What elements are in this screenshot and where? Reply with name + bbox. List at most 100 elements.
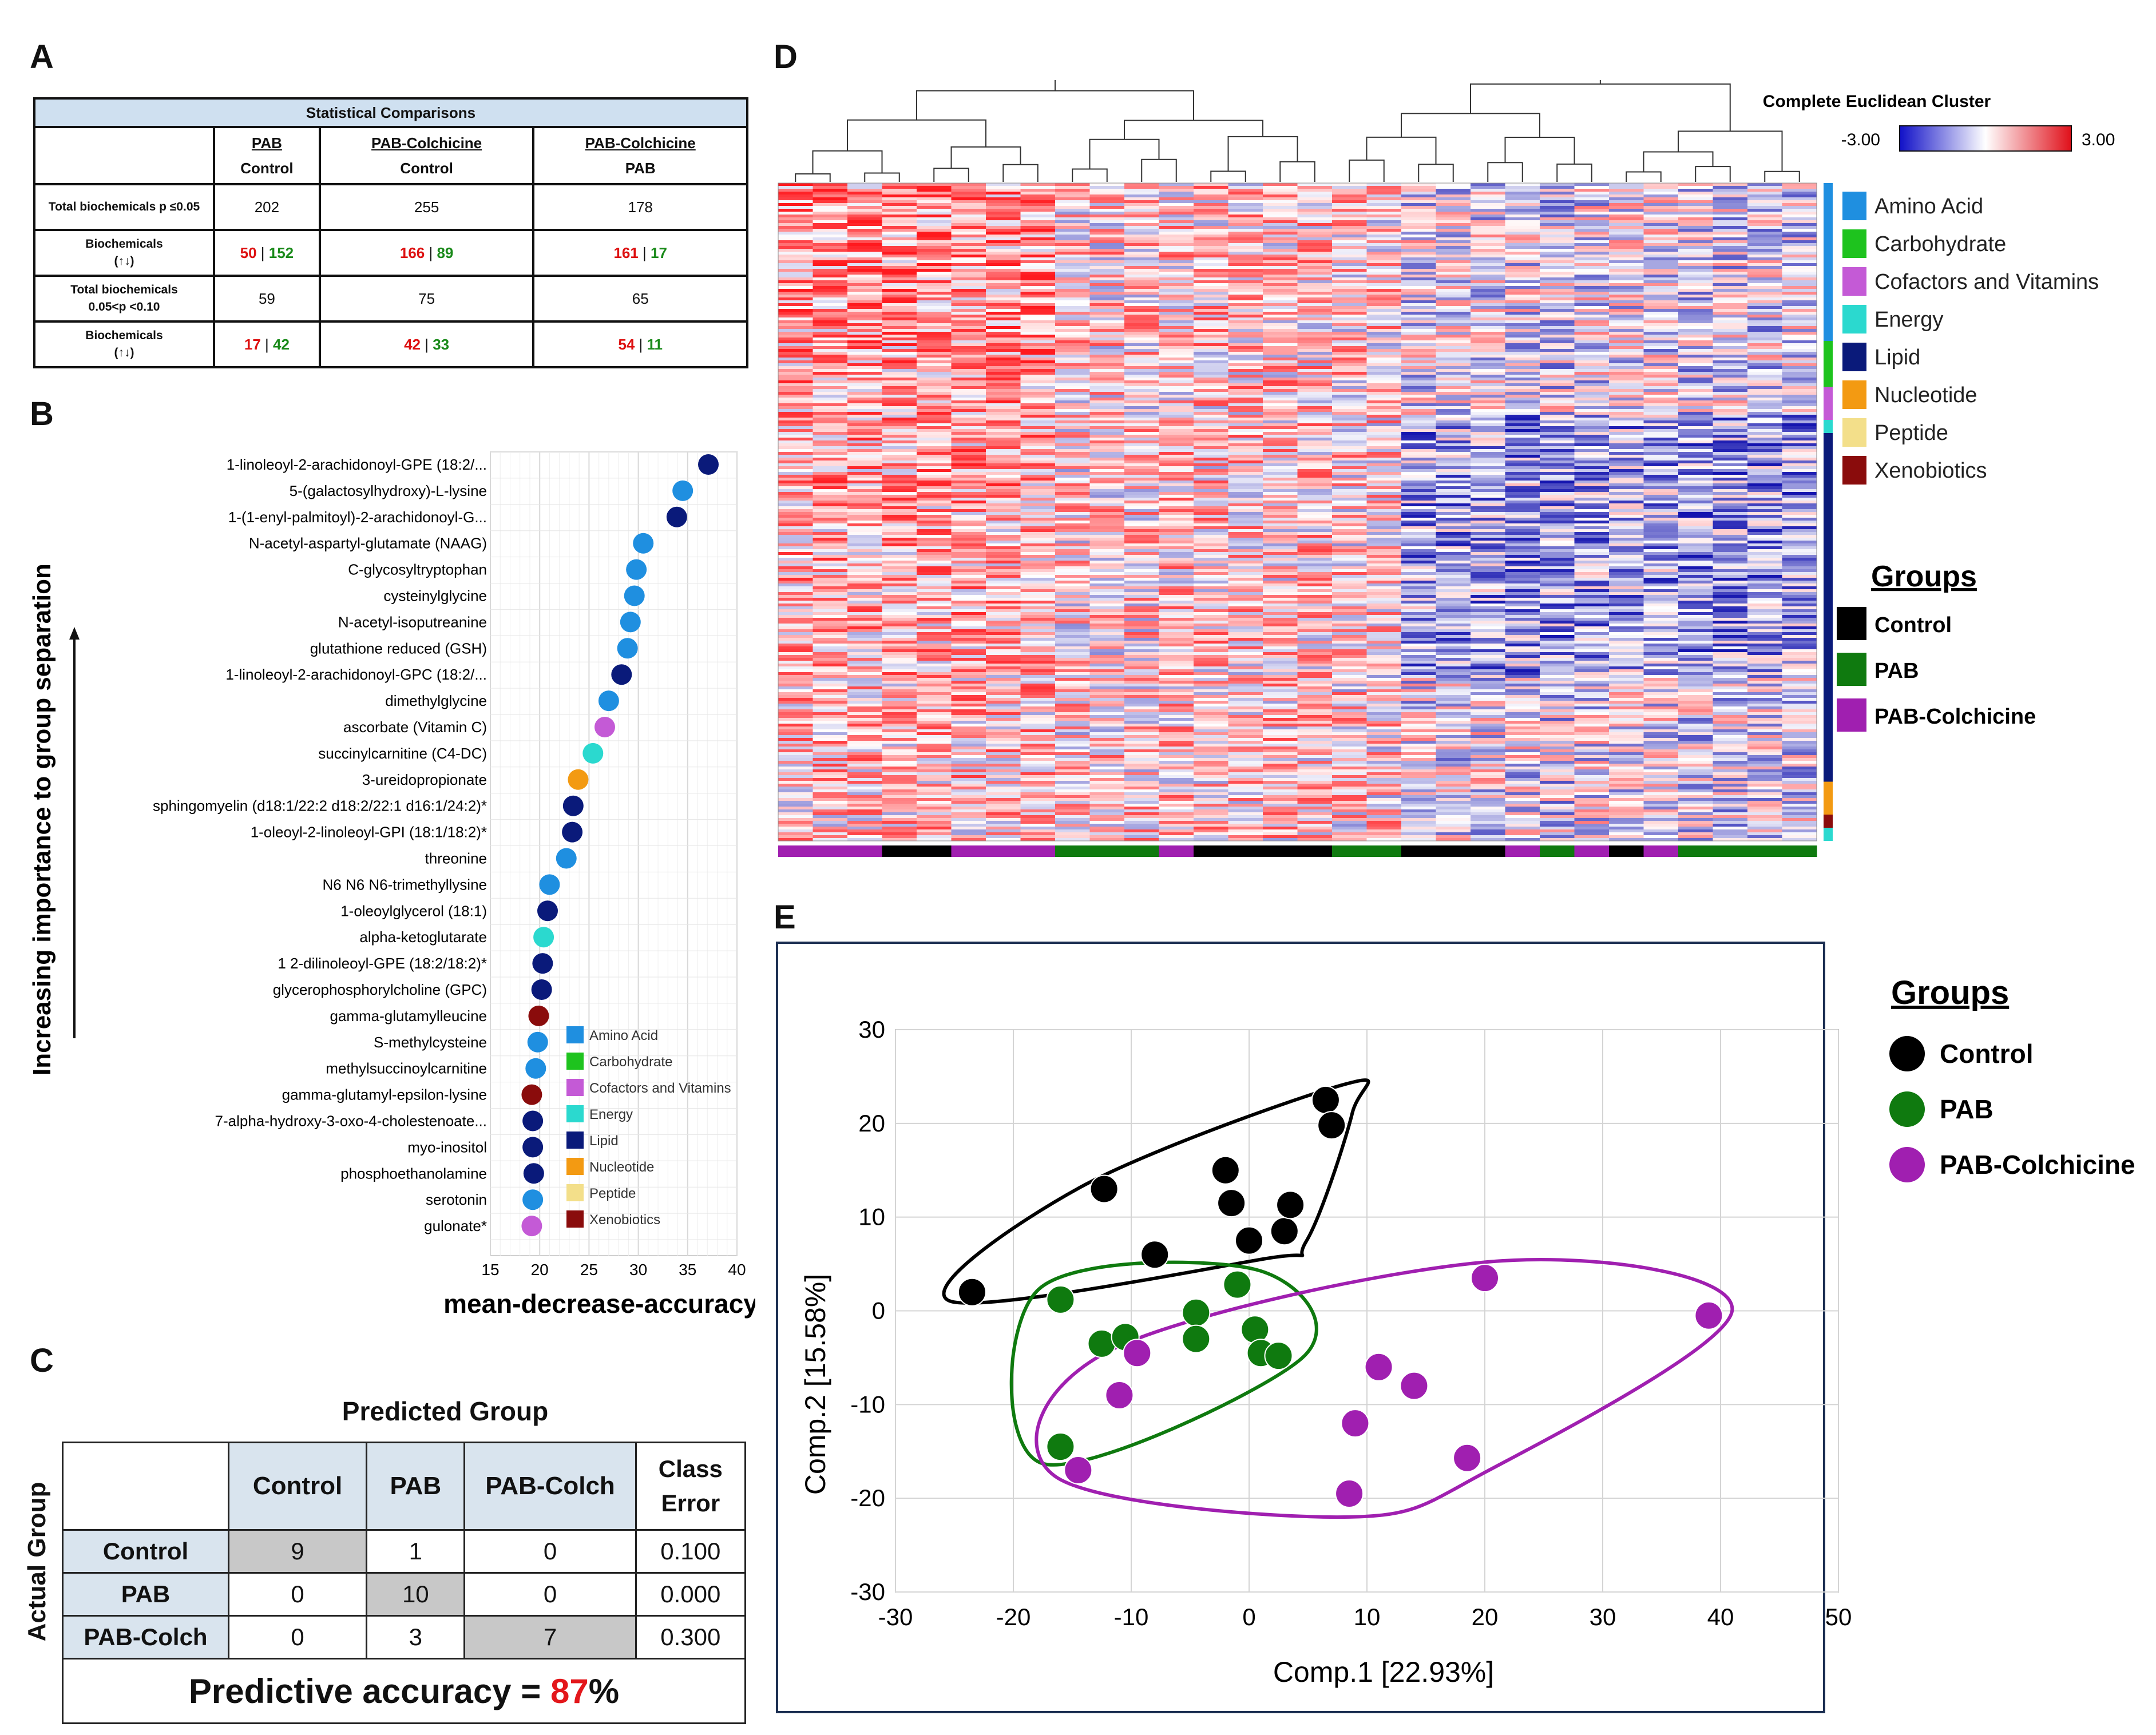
heatmap-cell xyxy=(1228,197,1263,201)
heatmap-cell xyxy=(1020,569,1056,573)
heatmap-cell xyxy=(951,335,986,338)
heatmap-cell xyxy=(1332,275,1368,278)
heatmap-cell xyxy=(1609,272,1644,275)
heatmap-cell xyxy=(1609,601,1644,604)
heatmap-cell xyxy=(1020,275,1056,278)
heatmap-cell xyxy=(1055,478,1091,481)
heatmap-cell xyxy=(1747,621,1783,624)
heatmap-cell xyxy=(951,549,986,553)
heatmap-cell xyxy=(951,569,986,573)
heatmap-cell xyxy=(1194,435,1229,438)
heatmap-cell xyxy=(1782,455,1817,458)
heatmap-cell xyxy=(1055,297,1091,301)
heatmap-cell xyxy=(1124,269,1160,272)
heatmap-cell xyxy=(1366,466,1402,470)
heatmap-cell xyxy=(1713,572,1748,575)
heatmap-cell xyxy=(1089,280,1125,284)
heatmap-cell xyxy=(986,240,1021,244)
heatmap-cell xyxy=(1159,598,1194,601)
heatmap-cell xyxy=(1401,415,1437,418)
heatmap-cell xyxy=(1505,632,1540,636)
heatmap-cell xyxy=(813,555,848,558)
heatmap-cell xyxy=(986,283,1021,287)
heatmap-cell xyxy=(1020,329,1056,332)
heatmap-cell xyxy=(1089,403,1125,407)
heatmap-cell xyxy=(1574,375,1610,378)
heatmap-cell xyxy=(951,561,986,564)
heatmap-cell xyxy=(1713,257,1748,261)
heatmap-cell xyxy=(1643,563,1679,567)
heatmap-cell xyxy=(1228,255,1263,258)
heatmap-cell xyxy=(813,192,848,195)
heatmap-cell xyxy=(1609,338,1644,341)
heatmap-cell xyxy=(847,366,883,370)
heatmap-cell xyxy=(1159,200,1194,204)
heatmap-cell xyxy=(1124,212,1160,215)
metabolite-label: 5-(galactosylhydroxy)-L-lysine xyxy=(290,482,487,499)
heatmap-cell xyxy=(1471,346,1506,350)
heatmap-cell xyxy=(813,406,848,410)
heatmap-cell xyxy=(951,601,986,604)
heatmap-cell xyxy=(1436,266,1471,269)
heatmap-cell xyxy=(1228,415,1263,418)
heatmap-cell xyxy=(1401,526,1437,530)
heatmap-cell xyxy=(1678,257,1714,261)
heatmap-cell xyxy=(1747,226,1783,229)
heatmap-cell xyxy=(1436,632,1471,636)
heatmap-cell xyxy=(882,277,917,281)
heatmap-cell xyxy=(1505,481,1540,484)
heatmap-cell xyxy=(1609,243,1644,247)
heatmap-cell xyxy=(1609,561,1644,564)
heatmap-cell xyxy=(1505,561,1540,564)
heatmap-cell xyxy=(986,203,1021,207)
heatmap-cell xyxy=(1055,449,1091,452)
heatmap-cell xyxy=(1436,452,1471,455)
heatmap-cell xyxy=(1332,541,1368,544)
heatmap-cell xyxy=(1124,272,1160,275)
heatmap-cell xyxy=(1263,626,1298,630)
heatmap-cell xyxy=(1159,289,1194,292)
heatmap-cell xyxy=(986,386,1021,390)
heatmap-cell xyxy=(1747,426,1783,430)
heatmap-cell xyxy=(1089,206,1125,209)
heatmap-cell xyxy=(1609,372,1644,375)
heatmap-cell xyxy=(1643,589,1679,593)
heatmap-cell xyxy=(1055,618,1091,621)
heatmap-cell xyxy=(1194,581,1229,584)
heatmap-cell xyxy=(1159,543,1194,547)
heatmap-cell xyxy=(1089,438,1125,441)
heatmap-cell xyxy=(1540,532,1575,535)
heatmap-cell xyxy=(917,538,952,541)
heatmap-cell xyxy=(1366,418,1402,421)
heatmap-cell xyxy=(1263,435,1298,438)
heatmap-cell xyxy=(1643,535,1679,538)
heatmap-cell xyxy=(1228,492,1263,495)
heatmap-cell xyxy=(1713,212,1748,215)
heatmap-cell xyxy=(1124,483,1160,487)
heatmap-cell xyxy=(986,255,1021,258)
heatmap-cell xyxy=(1505,626,1540,630)
heatmap-cell xyxy=(1471,183,1506,186)
metabolite-label: cysteinylglycine xyxy=(383,587,487,605)
heatmap-cell xyxy=(951,309,986,312)
heatmap-cell xyxy=(882,432,917,435)
heatmap-cell xyxy=(1609,506,1644,510)
heatmap-cell xyxy=(1263,589,1298,593)
heatmap-cell xyxy=(1574,200,1610,204)
heatmap-cell xyxy=(951,297,986,301)
heatmap-cell xyxy=(1263,203,1298,207)
heatmap-cell xyxy=(1505,303,1540,307)
heatmap-cell xyxy=(1055,604,1091,607)
heatmap-cell xyxy=(986,615,1021,618)
heatmap-cell xyxy=(1366,472,1402,475)
heatmap-cell xyxy=(1401,289,1437,292)
heatmap-cell xyxy=(1678,432,1714,435)
heatmap-cell xyxy=(1678,506,1714,510)
heatmap-cell xyxy=(1124,446,1160,450)
heatmap-cell xyxy=(1782,481,1817,484)
heatmap-cell xyxy=(1297,546,1333,550)
heatmap-cell xyxy=(1055,526,1091,530)
heatmap-cell xyxy=(1505,503,1540,507)
heatmap-cell xyxy=(1124,506,1160,510)
heatmap-cell xyxy=(1020,317,1056,321)
